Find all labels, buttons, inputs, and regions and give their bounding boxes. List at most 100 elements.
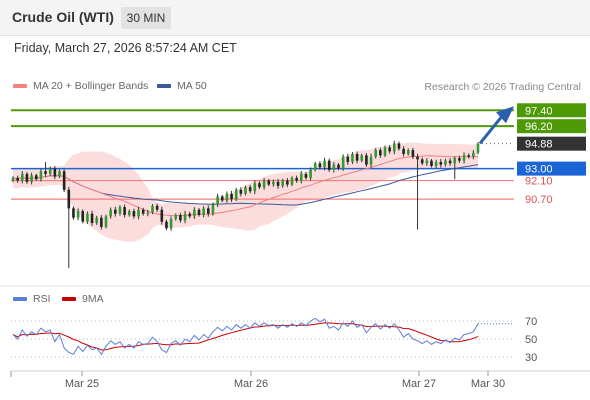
candle	[300, 170, 303, 184]
candle-body	[444, 160, 447, 165]
ma20-swatch	[13, 84, 27, 88]
candle-body	[39, 171, 43, 180]
candle-body	[341, 156, 345, 169]
candle-body	[351, 154, 354, 162]
candle-body	[323, 160, 326, 168]
candle	[346, 153, 350, 165]
candle-body	[439, 161, 443, 165]
candle	[416, 153, 419, 230]
candle-body	[458, 158, 461, 161]
candle	[351, 152, 354, 164]
candle-body	[472, 152, 475, 157]
candle	[86, 211, 89, 224]
candle	[393, 140, 396, 155]
candle-body	[188, 213, 191, 217]
candle	[323, 157, 326, 171]
candle	[276, 178, 280, 189]
candle	[332, 162, 336, 173]
candle-body	[234, 189, 238, 200]
last-price-label: 94.88	[525, 139, 553, 151]
candle-body	[53, 168, 57, 177]
candle-body	[374, 150, 377, 157]
candle-body	[90, 213, 94, 223]
candle-body	[332, 164, 336, 170]
candle	[355, 151, 359, 164]
candle	[230, 190, 233, 203]
candle-body	[416, 156, 419, 160]
candle-body	[183, 213, 187, 221]
candle	[211, 202, 215, 216]
candle-body	[132, 211, 136, 217]
candle	[467, 153, 470, 159]
candle	[337, 163, 340, 171]
candle-body	[253, 183, 257, 192]
candle-body	[369, 156, 373, 165]
candle-body	[248, 187, 252, 192]
candle	[406, 148, 410, 156]
candle	[62, 169, 66, 193]
candle	[155, 203, 159, 212]
candle-body	[141, 209, 145, 214]
candle-body	[202, 208, 205, 216]
header-bar: Crude Oil (WTI) 30 MIN	[0, 0, 590, 36]
candle	[44, 161, 47, 177]
candle	[202, 206, 205, 218]
candle-body	[290, 177, 294, 185]
target-box	[517, 119, 586, 134]
rsi-swatch	[13, 297, 27, 301]
candle-body	[211, 204, 215, 214]
candle-body	[379, 150, 382, 156]
candle	[402, 146, 405, 157]
candle	[476, 142, 480, 155]
candle	[244, 185, 247, 196]
candle	[318, 161, 322, 170]
candle-body	[453, 158, 457, 164]
candle	[309, 167, 312, 181]
candle-body	[207, 208, 210, 214]
candle	[374, 148, 377, 159]
candle-body	[393, 143, 396, 152]
candle-body	[244, 187, 247, 194]
candle	[30, 172, 33, 185]
ma9-legend-label: 9MA	[82, 293, 104, 305]
candle	[169, 216, 173, 231]
candle-body	[62, 171, 66, 190]
candle-body	[262, 180, 266, 188]
ma50-swatch	[157, 84, 171, 88]
legend-rsi: RSI	[13, 293, 51, 305]
candle	[448, 158, 452, 166]
candle-body	[225, 193, 229, 201]
candle-body	[300, 173, 303, 181]
candle-body	[216, 196, 219, 205]
candle	[90, 210, 94, 226]
candle-body	[402, 148, 405, 155]
candle-body	[467, 155, 470, 157]
candle-body	[220, 196, 224, 201]
candle	[165, 219, 168, 231]
last-price-box	[517, 136, 586, 151]
candle	[383, 145, 387, 157]
research-credit: Research © 2026 Trading Central	[424, 81, 581, 93]
candle	[109, 207, 112, 219]
rsi-legend-label: RSI	[33, 293, 51, 305]
candle-body	[21, 173, 24, 181]
candle	[420, 157, 424, 166]
candle-body	[48, 168, 52, 174]
candle	[160, 206, 164, 225]
candle-body	[109, 209, 112, 217]
timeframe-badge[interactable]: 30 MIN	[121, 7, 171, 29]
candle	[188, 211, 191, 219]
legend-ma20: MA 20 + Bollinger Bands	[13, 80, 148, 92]
candle-body	[281, 180, 284, 186]
candle	[281, 178, 284, 188]
candle-body	[95, 217, 98, 223]
candle	[183, 210, 187, 224]
candle-body	[272, 181, 275, 185]
candle	[379, 147, 382, 158]
candle	[25, 171, 29, 184]
candle-body	[165, 221, 168, 229]
candle	[462, 152, 466, 164]
candle-body	[286, 180, 289, 185]
candle	[304, 171, 308, 180]
